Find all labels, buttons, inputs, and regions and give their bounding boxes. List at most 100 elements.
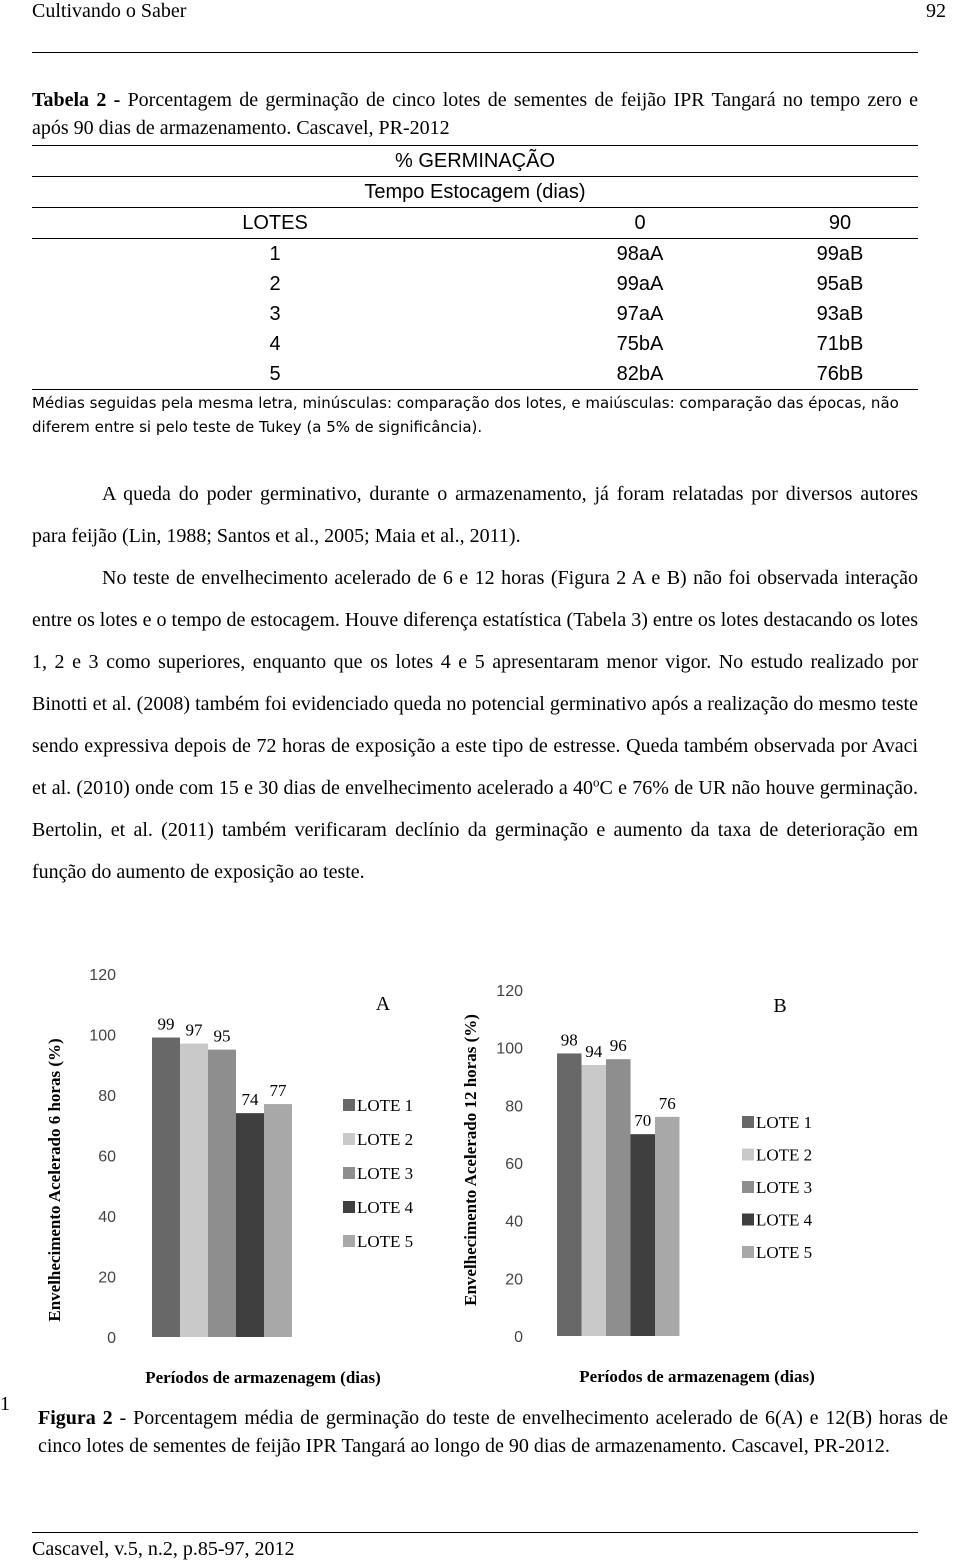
table-row: 1 98aA 99aB <box>32 239 918 270</box>
table-cell: 3 <box>269 302 281 325</box>
legend-swatch <box>343 1201 355 1213</box>
value-label: 95 <box>214 1027 231 1046</box>
y-tick-label: 0 <box>107 1330 116 1347</box>
legend-label: LOTE 5 <box>756 1243 812 1262</box>
bar <box>655 1116 680 1336</box>
table-row: 2 99aA 95aB <box>32 269 918 299</box>
y-tick-label: 100 <box>89 1028 116 1045</box>
legend-swatch <box>742 1181 754 1193</box>
table: % GERMINAÇÃO Tempo Estocagem (dias) LOTE… <box>32 145 918 390</box>
value-label: 97 <box>186 1021 204 1040</box>
paragraph: A queda do poder germinativo, durante o … <box>32 483 918 547</box>
y-tick-label: 40 <box>98 1209 116 1226</box>
legend-label: LOTE 2 <box>756 1146 812 1165</box>
value-label: 77 <box>270 1081 288 1100</box>
y-tick-label: 20 <box>505 1271 523 1288</box>
table-row: 5 82bA 76bB <box>32 359 918 390</box>
table-note: Médias seguidas pela mesma letra, minúsc… <box>32 394 899 436</box>
page-number: 92 <box>926 0 946 22</box>
chart-title: B <box>773 995 786 1017</box>
bar <box>630 1134 655 1336</box>
legend-swatch <box>742 1246 754 1258</box>
y-tick-label: 60 <box>98 1149 116 1166</box>
legend-swatch <box>343 1133 355 1145</box>
table-cell: 93aB <box>816 302 864 325</box>
legend-label: LOTE 4 <box>756 1211 813 1230</box>
journal-name: Cultivando o Saber <box>32 0 187 22</box>
y-tick-label: 20 <box>98 1270 116 1287</box>
paragraph: No teste de envelhecimento acelerado de … <box>32 557 918 893</box>
bar <box>236 1113 264 1337</box>
bar <box>581 1064 606 1336</box>
legend-swatch <box>742 1116 754 1128</box>
table-cell: 97aA <box>616 302 664 325</box>
value-label: 98 <box>561 1030 578 1049</box>
superscript: o <box>593 774 600 790</box>
bar <box>208 1049 236 1337</box>
column-header: 90 <box>762 207 918 239</box>
figure-caption: Figura 2 - Porcentagem média de germinaç… <box>38 1404 948 1460</box>
legend-label: LOTE 3 <box>357 1164 413 1183</box>
y-tick-label: 100 <box>496 1041 523 1058</box>
legend-label: LOTE 2 <box>357 1130 413 1149</box>
column-header: LOTES <box>32 207 518 239</box>
y-tick-label: 120 <box>89 967 116 984</box>
table-cell: 4 <box>269 332 281 355</box>
legend-swatch <box>343 1167 355 1179</box>
x-axis-label: Períodos de armazenagem (dias) <box>579 1367 815 1386</box>
table-cell: 2 <box>269 272 281 295</box>
table-cell: 95aB <box>816 272 864 295</box>
value-label: 96 <box>610 1036 627 1055</box>
table-caption-text: Porcentagem de germinação de cinco lotes… <box>32 89 918 139</box>
header-rule <box>32 52 918 53</box>
legend-label: LOTE 1 <box>357 1096 413 1115</box>
value-label: 99 <box>158 1015 175 1034</box>
y-axis-label: Envelhecimento Acelerado 6 horas (%) <box>45 1038 64 1321</box>
chart-title: A <box>376 993 391 1015</box>
table-caption-label: Tabela 2 - <box>32 89 121 111</box>
y-tick-label: 60 <box>505 1156 523 1173</box>
value-label: 76 <box>659 1094 676 1113</box>
legend-swatch <box>343 1235 355 1247</box>
bar <box>264 1104 292 1337</box>
legend-swatch <box>742 1213 754 1226</box>
table-cell: 82bA <box>518 359 762 390</box>
y-tick-label: 80 <box>98 1088 116 1105</box>
legend-label: LOTE 1 <box>756 1113 812 1132</box>
bar <box>557 1053 582 1336</box>
column-header: 0 <box>518 207 762 239</box>
figure-caption-text: - Porcentagem média de germinação do tes… <box>38 1407 948 1457</box>
y-tick-label: 120 <box>496 983 523 1000</box>
table-row: 4 75bA 71bB <box>32 329 918 359</box>
table-cell: 75bA <box>616 332 664 355</box>
table-cell: 1 <box>269 242 281 265</box>
y-tick-label: 0 <box>514 1329 523 1346</box>
legend-label: LOTE 3 <box>756 1178 812 1197</box>
legend-swatch <box>343 1099 355 1111</box>
group-header: % GERMINAÇÃO <box>32 145 918 177</box>
table-caption: Tabela 2 - Porcentagem de germinação de … <box>32 86 918 142</box>
bar <box>180 1043 208 1337</box>
footer-rule <box>32 1532 918 1533</box>
paragraph-text: No teste de envelhecimento acelerado de … <box>32 567 918 799</box>
paragraph-text: C e 76% de UR não houve germinação. Bert… <box>32 777 918 883</box>
subheader: Tempo Estocagem (dias) <box>32 176 918 208</box>
table-cell: 99aB <box>816 242 864 265</box>
value-label: 70 <box>634 1111 651 1130</box>
table-cell: 5 <box>32 359 518 390</box>
legend-label: LOTE 5 <box>357 1232 413 1251</box>
y-tick-label: 40 <box>505 1214 523 1231</box>
legend-swatch <box>742 1148 754 1161</box>
footer: Cascavel, v.5, n.2, p.85-97, 2012 <box>32 1538 295 1560</box>
table-row: 3 97aA 93aB <box>32 299 918 329</box>
value-label: 94 <box>585 1042 603 1061</box>
table-cell: 76bB <box>762 359 918 390</box>
bar <box>152 1037 180 1337</box>
y-tick-label: 80 <box>505 1098 523 1115</box>
figure-caption-label: Figura 2 <box>38 1407 113 1429</box>
bar <box>606 1059 631 1336</box>
side-number: 1 <box>0 1393 10 1415</box>
value-label: 74 <box>242 1090 260 1109</box>
table-cell: 71bB <box>816 332 864 355</box>
